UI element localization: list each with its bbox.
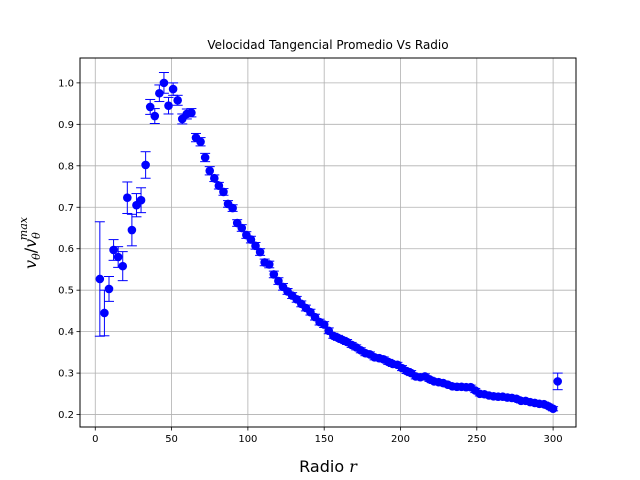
data-point <box>95 274 105 284</box>
plot-frame <box>79 57 577 428</box>
y-axis-label-sup: max <box>17 216 30 240</box>
data-point <box>200 153 210 162</box>
y-axis-label-sub: θ <box>30 253 43 260</box>
data-point <box>136 195 146 205</box>
data-point <box>168 84 178 94</box>
data-point <box>205 166 215 176</box>
y-axis-ticks: 0.2 0.3 0.4 0.5 0.6 0.7 0.8 0.9 1.0 <box>58 78 80 421</box>
data-point <box>251 241 260 251</box>
data-point <box>159 78 169 88</box>
x-axis-label-var: r <box>349 457 358 476</box>
data-point <box>246 235 256 244</box>
data-point <box>214 181 224 190</box>
x-axis-label-text: Radio <box>299 457 349 476</box>
x-tick-label: 150 <box>315 434 334 445</box>
data-point <box>127 225 137 235</box>
y-tick-label: 0.6 <box>58 244 74 255</box>
data-point <box>196 137 205 147</box>
x-tick-label: 250 <box>467 434 486 445</box>
x-axis-label: Radio r <box>299 457 358 476</box>
data-point <box>237 223 247 233</box>
data-point <box>118 261 128 271</box>
data-point <box>150 111 160 121</box>
y-tick-label: 0.3 <box>58 369 74 380</box>
x-tick-label: 300 <box>544 434 563 445</box>
y-axis-label: vθ/vθmax <box>17 216 43 269</box>
data-point <box>269 270 279 279</box>
data-point <box>104 284 114 294</box>
data-point <box>164 101 173 110</box>
chart-title: Velocidad Tangencial Promedio Vs Radio <box>207 38 448 52</box>
y-tick-label: 0.2 <box>58 410 74 421</box>
data-point <box>187 108 196 118</box>
data-point <box>123 193 132 203</box>
data-point <box>113 252 123 262</box>
data-point <box>264 260 274 269</box>
data-points <box>95 78 562 414</box>
y-axis-label-sub2: θ <box>30 232 43 239</box>
x-tick-label: 0 <box>92 434 98 445</box>
data-point <box>255 247 265 257</box>
data-point <box>319 320 329 329</box>
data-point <box>210 173 219 183</box>
data-point <box>553 377 562 386</box>
data-point <box>274 276 283 286</box>
y-tick-label: 1.0 <box>58 78 74 89</box>
x-tick-label: 200 <box>391 434 410 445</box>
y-axis-label-v: v <box>21 260 40 269</box>
y-axis-label-slash: / <box>21 247 40 253</box>
data-point <box>219 187 228 197</box>
x-axis-ticks: 0 50 100 150 200 250 300 <box>92 427 563 445</box>
y-tick-label: 0.9 <box>58 120 74 131</box>
y-tick-label: 0.7 <box>58 203 74 214</box>
data-point <box>141 160 150 170</box>
data-point <box>155 88 164 98</box>
data-point <box>173 95 182 105</box>
y-tick-label: 0.8 <box>58 161 74 172</box>
x-tick-label: 100 <box>238 434 257 445</box>
y-tick-label: 0.5 <box>58 286 74 297</box>
data-point <box>228 203 237 213</box>
data-point <box>100 308 109 318</box>
data-point <box>109 245 118 255</box>
x-tick-label: 50 <box>165 434 178 445</box>
data-point <box>145 102 155 112</box>
data-point <box>548 404 558 414</box>
y-tick-label: 0.4 <box>58 327 74 338</box>
y-axis-label-v2: v <box>21 239 40 248</box>
